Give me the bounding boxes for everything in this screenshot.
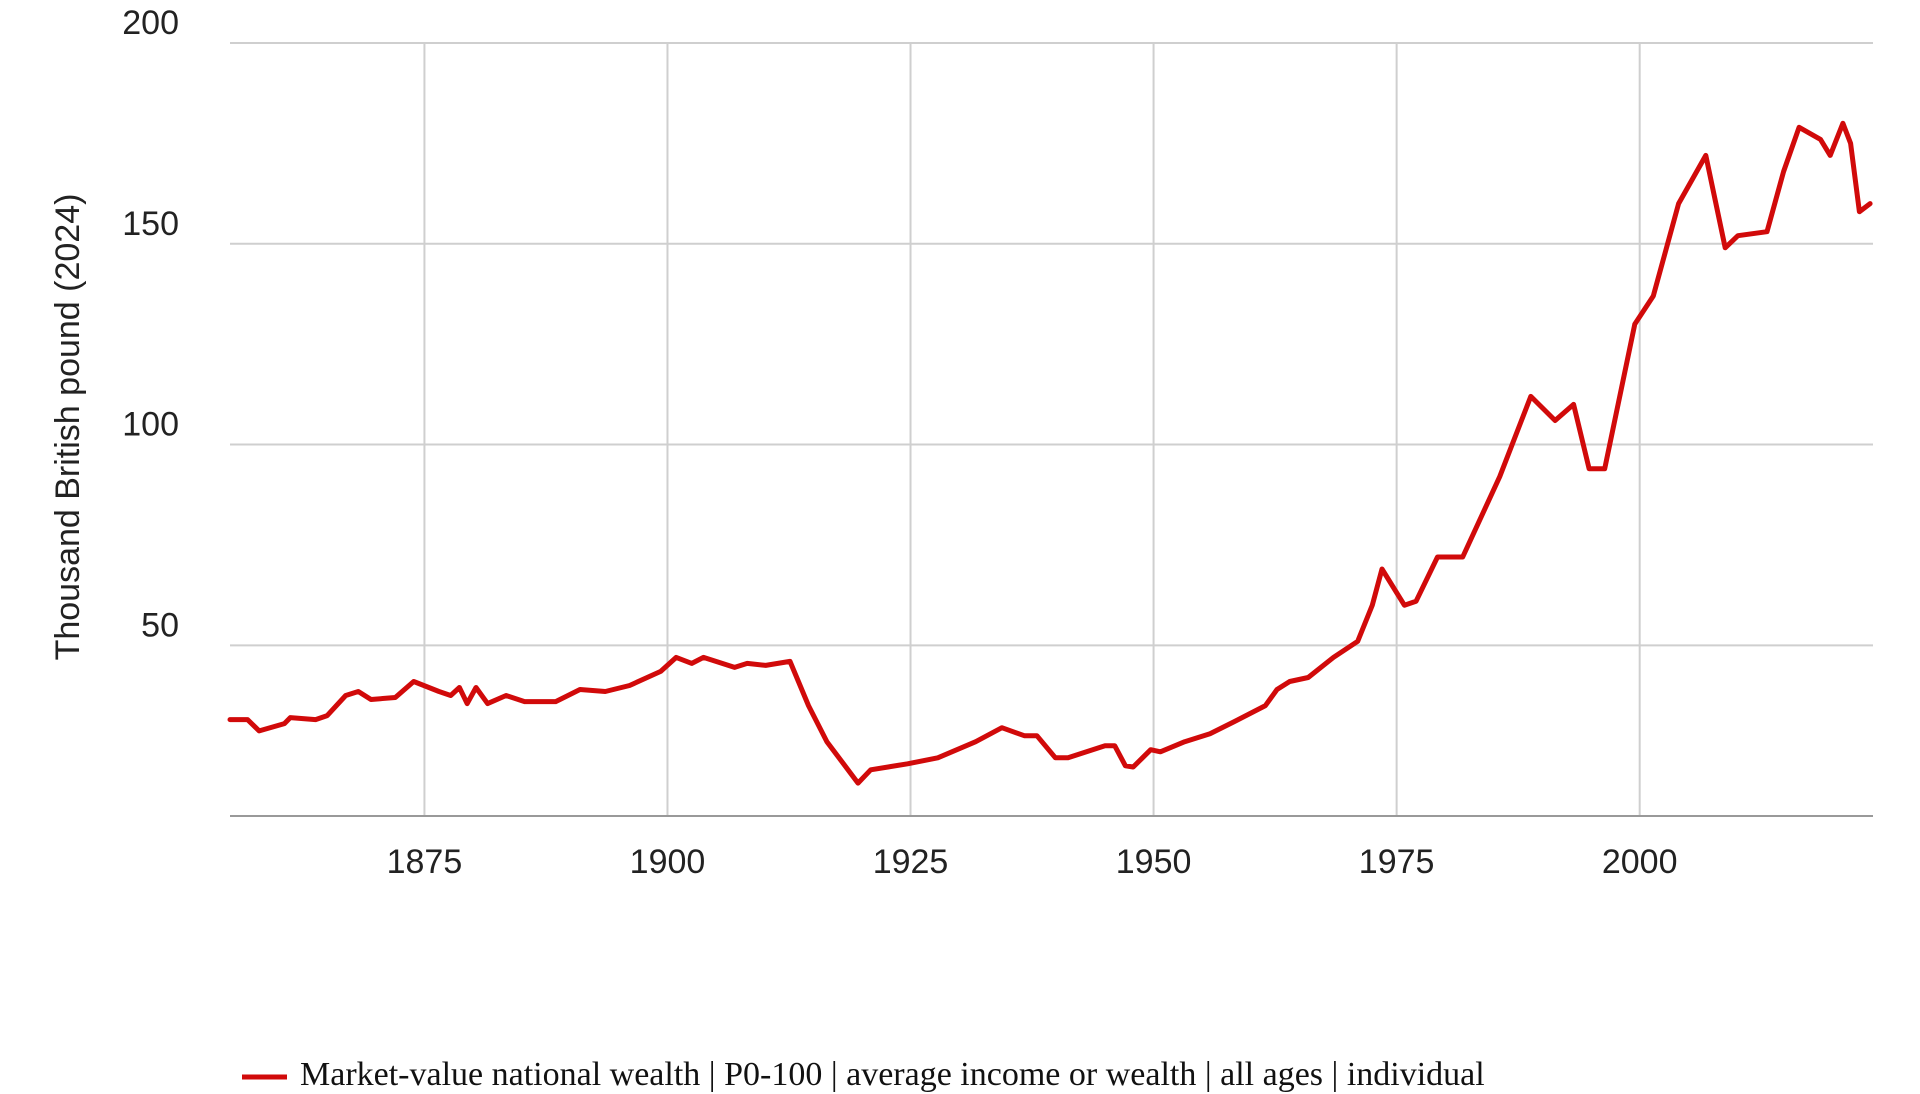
y-tick-label: 100 — [122, 406, 179, 444]
x-tick-label: 1900 — [630, 843, 706, 881]
x-tick-label: 1925 — [873, 843, 949, 881]
x-tick-label: 2000 — [1602, 843, 1678, 881]
y-axis-title: Thousand British pound (2024) — [49, 194, 87, 661]
x-tick-label: 1875 — [387, 843, 463, 881]
legend-text: Market-value national wealth | P0-100 | … — [300, 1056, 1485, 1093]
y-tick-label: 200 — [122, 4, 179, 42]
x-tick-label: 1975 — [1359, 843, 1435, 881]
data-line — [227, 120, 1873, 786]
y-tick-label: 150 — [122, 205, 179, 243]
x-tick-label: 1950 — [1116, 843, 1192, 881]
y-tick-label: 50 — [141, 606, 179, 644]
